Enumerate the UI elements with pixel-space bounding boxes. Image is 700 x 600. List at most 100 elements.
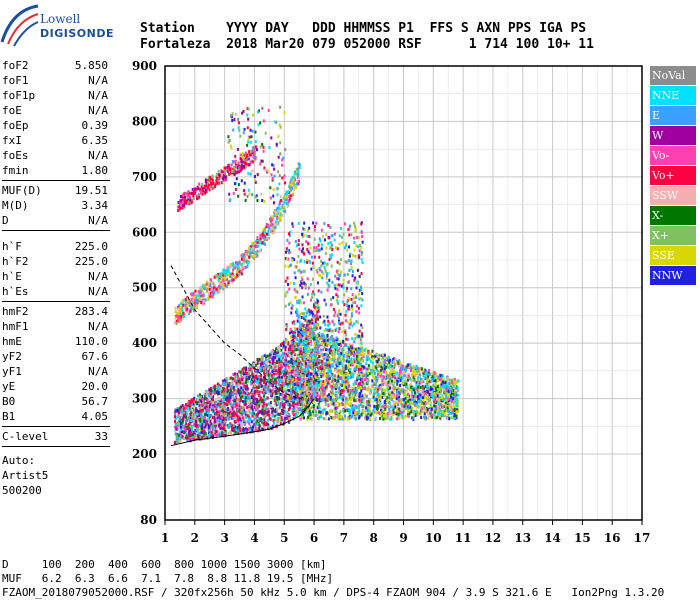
echo-point [313, 325, 316, 329]
echo-point [441, 380, 444, 384]
echo-point [408, 387, 411, 391]
echo-point [274, 410, 277, 414]
echo-point [426, 385, 429, 389]
echo-point [368, 391, 371, 395]
echo-point [195, 419, 198, 423]
echo-point [254, 428, 257, 432]
echo-point [451, 400, 454, 404]
echo-point [235, 392, 238, 396]
echo-point [181, 420, 184, 424]
echo-point [371, 370, 374, 374]
echo-point [376, 400, 379, 404]
echo-point [401, 416, 404, 420]
echo-point [455, 385, 458, 389]
echo-point [316, 301, 319, 305]
echo-point [269, 378, 272, 382]
echo-point [280, 342, 283, 346]
echo-point [240, 398, 243, 402]
echo-point [280, 415, 283, 419]
echo-point [401, 372, 404, 376]
echo-point [434, 379, 437, 383]
param-row: hmE 110.0 [2, 334, 110, 349]
echo-point [355, 362, 358, 366]
echo-point [285, 400, 288, 404]
echo-point [191, 401, 194, 405]
echo-point [347, 360, 350, 364]
echo-point [174, 413, 177, 417]
echo-point [240, 386, 243, 390]
echo-point [405, 385, 408, 389]
echo-point [324, 364, 327, 368]
echo-point [379, 362, 382, 366]
echo-point [379, 384, 382, 388]
echo-point [305, 336, 308, 340]
echo-point [435, 372, 438, 376]
echo-point [426, 401, 429, 405]
echo-point [387, 380, 390, 384]
echo-point [377, 384, 380, 388]
echo-point [296, 353, 299, 357]
echo-point [258, 424, 261, 428]
echo-point [252, 380, 255, 384]
param-name: fmin [2, 164, 29, 177]
echo-point [364, 393, 367, 397]
echo-point [251, 375, 254, 379]
echo-point [256, 377, 259, 381]
echo-point [411, 378, 414, 382]
echo-point [229, 396, 232, 400]
echo-point [296, 327, 299, 331]
echo-point [177, 437, 180, 441]
echo-point [219, 391, 222, 395]
echo-point [210, 430, 213, 434]
echo-point [224, 420, 227, 424]
echo-point [269, 372, 272, 376]
echo-point [219, 427, 222, 431]
echo-point [340, 353, 343, 357]
echo-point [289, 406, 292, 410]
echo-point [300, 339, 303, 343]
echo-point [418, 368, 421, 372]
param-row: fmin 1.80 [2, 163, 110, 178]
echo-point [294, 348, 297, 352]
echo-point [316, 310, 319, 314]
echo-point [372, 375, 375, 379]
echo-point [213, 424, 216, 428]
echo-point [187, 401, 190, 405]
echo-point [437, 378, 440, 382]
echo-point [441, 377, 444, 381]
param-row: fxI 6.35 [2, 133, 110, 148]
param-value: N/A [88, 74, 108, 87]
echo-point [406, 392, 409, 396]
echo-point [295, 345, 298, 349]
echo-point [194, 428, 197, 432]
echo-point [423, 404, 426, 408]
echo-point [287, 414, 290, 418]
echo-point [450, 416, 453, 420]
echo-point [210, 414, 213, 418]
station-header: Station YYYY DAY DDD HHMMSS P1 FFS S AXN… [140, 21, 594, 53]
echo-point [184, 422, 187, 426]
echo-point [387, 416, 390, 420]
echo-point [231, 415, 234, 419]
param-row: h`F2 225.0 [2, 254, 110, 269]
echo-point [301, 334, 304, 338]
echo-point [290, 357, 293, 361]
echo-point [347, 353, 350, 357]
echo-point [365, 399, 368, 403]
echo-point [278, 372, 281, 376]
echo-point [373, 376, 376, 380]
echo-point [193, 434, 196, 438]
echo-point [191, 398, 194, 402]
echo-point [250, 395, 253, 399]
echo-point [268, 417, 271, 421]
digisonde-logo-icon [0, 4, 39, 47]
echo-point [367, 354, 370, 358]
echo-point [334, 368, 337, 372]
echo-point [242, 374, 245, 378]
echo-point [283, 340, 286, 344]
echo-point [447, 395, 450, 399]
echo-point [308, 380, 311, 384]
echo-point [342, 381, 345, 385]
echo-point [270, 406, 273, 410]
echo-point [258, 390, 261, 394]
